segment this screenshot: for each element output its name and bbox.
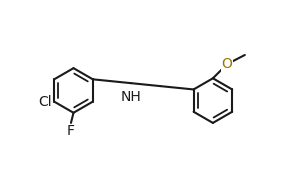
Text: F: F bbox=[67, 124, 75, 138]
Text: NH: NH bbox=[121, 90, 141, 104]
Text: Cl: Cl bbox=[38, 95, 52, 109]
Text: O: O bbox=[222, 57, 233, 71]
